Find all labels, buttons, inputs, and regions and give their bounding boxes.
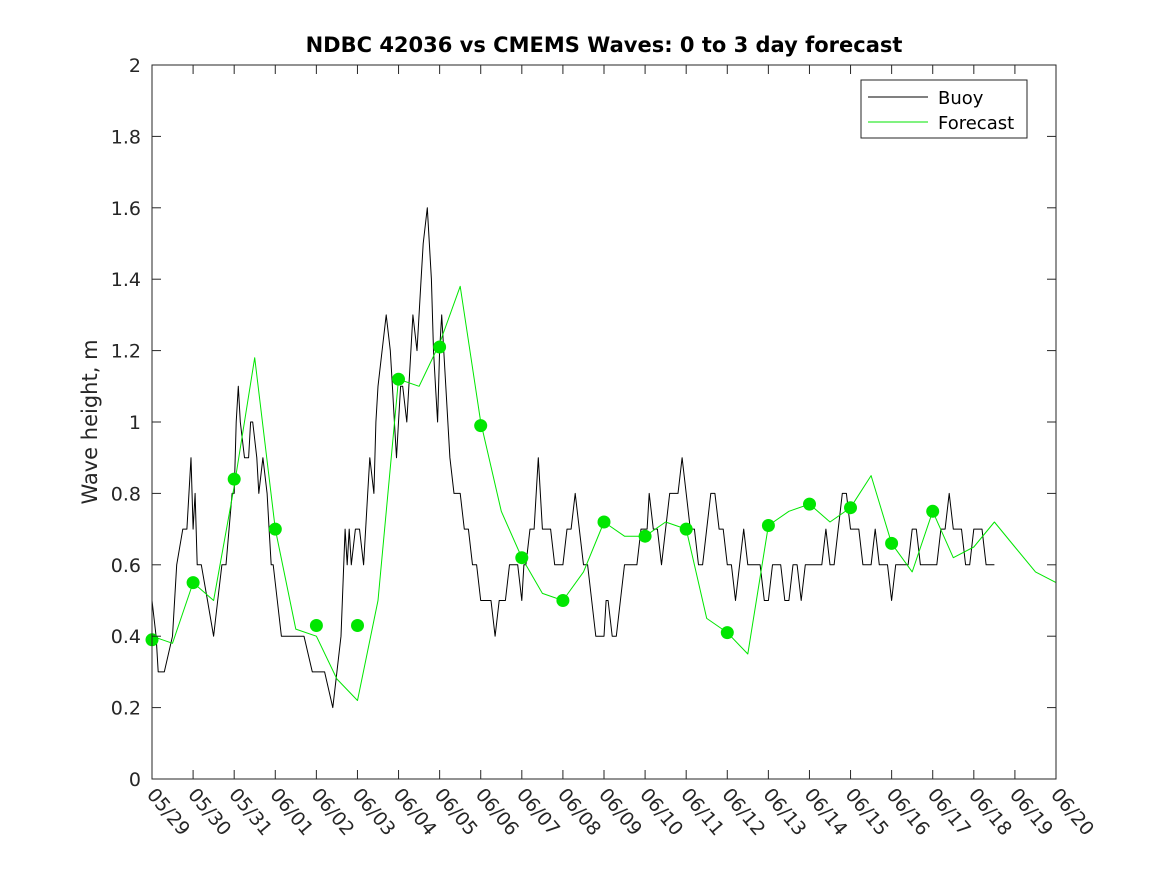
forecast-init-point: [309, 619, 323, 632]
forecast-init-point: [720, 626, 734, 640]
forecast-init-point: [227, 472, 241, 486]
forecast-init-point: [474, 419, 488, 433]
forecast-init-point: [186, 576, 200, 590]
forecast-init-point: [515, 551, 529, 565]
forecast-init-point: [597, 515, 611, 529]
y-tick-label: 0: [129, 769, 141, 791]
y-axis-label: Wave height, m: [78, 339, 102, 504]
y-tick-label: 0.8: [111, 483, 141, 505]
y-tick-label: 1.8: [111, 126, 141, 148]
forecast-init-point: [638, 529, 652, 543]
forecast-init-point: [679, 522, 693, 536]
forecast-init-point: [844, 501, 857, 515]
forecast-init-point: [885, 536, 899, 550]
plot-area: [152, 65, 1056, 779]
legend-buoy-label: Buoy: [938, 88, 984, 109]
legend-box: [860, 79, 1028, 139]
forecast-init-point: [433, 340, 447, 354]
y-tick-label: 1.4: [111, 269, 141, 291]
forecast-init-point: [556, 594, 570, 607]
y-tick-label: 2: [129, 55, 141, 77]
y-tick-label: 1.6: [111, 198, 141, 220]
forecast-init-point: [268, 522, 282, 536]
series-line-buoy: [151, 207, 995, 709]
forecast-init-point: [392, 372, 405, 386]
y-tick-label: 0.6: [111, 555, 141, 577]
y-tick-label: 0.4: [111, 626, 141, 648]
legend-forecast-label: Forecast: [938, 113, 1014, 134]
y-tick-label: 1.2: [111, 341, 141, 363]
forecast-init-point: [761, 519, 775, 532]
chart-title: NDBC 42036 vs CMEMS Waves: 0 to 3 day fo…: [306, 33, 903, 57]
y-tick-label: 0.2: [111, 698, 141, 720]
y-tick-label: 1: [129, 412, 141, 434]
forecast-init-point: [351, 619, 364, 632]
legend: Buoy Forecast: [860, 79, 1028, 139]
forecast-init-point: [926, 504, 940, 518]
forecast-init-point: [803, 497, 816, 511]
